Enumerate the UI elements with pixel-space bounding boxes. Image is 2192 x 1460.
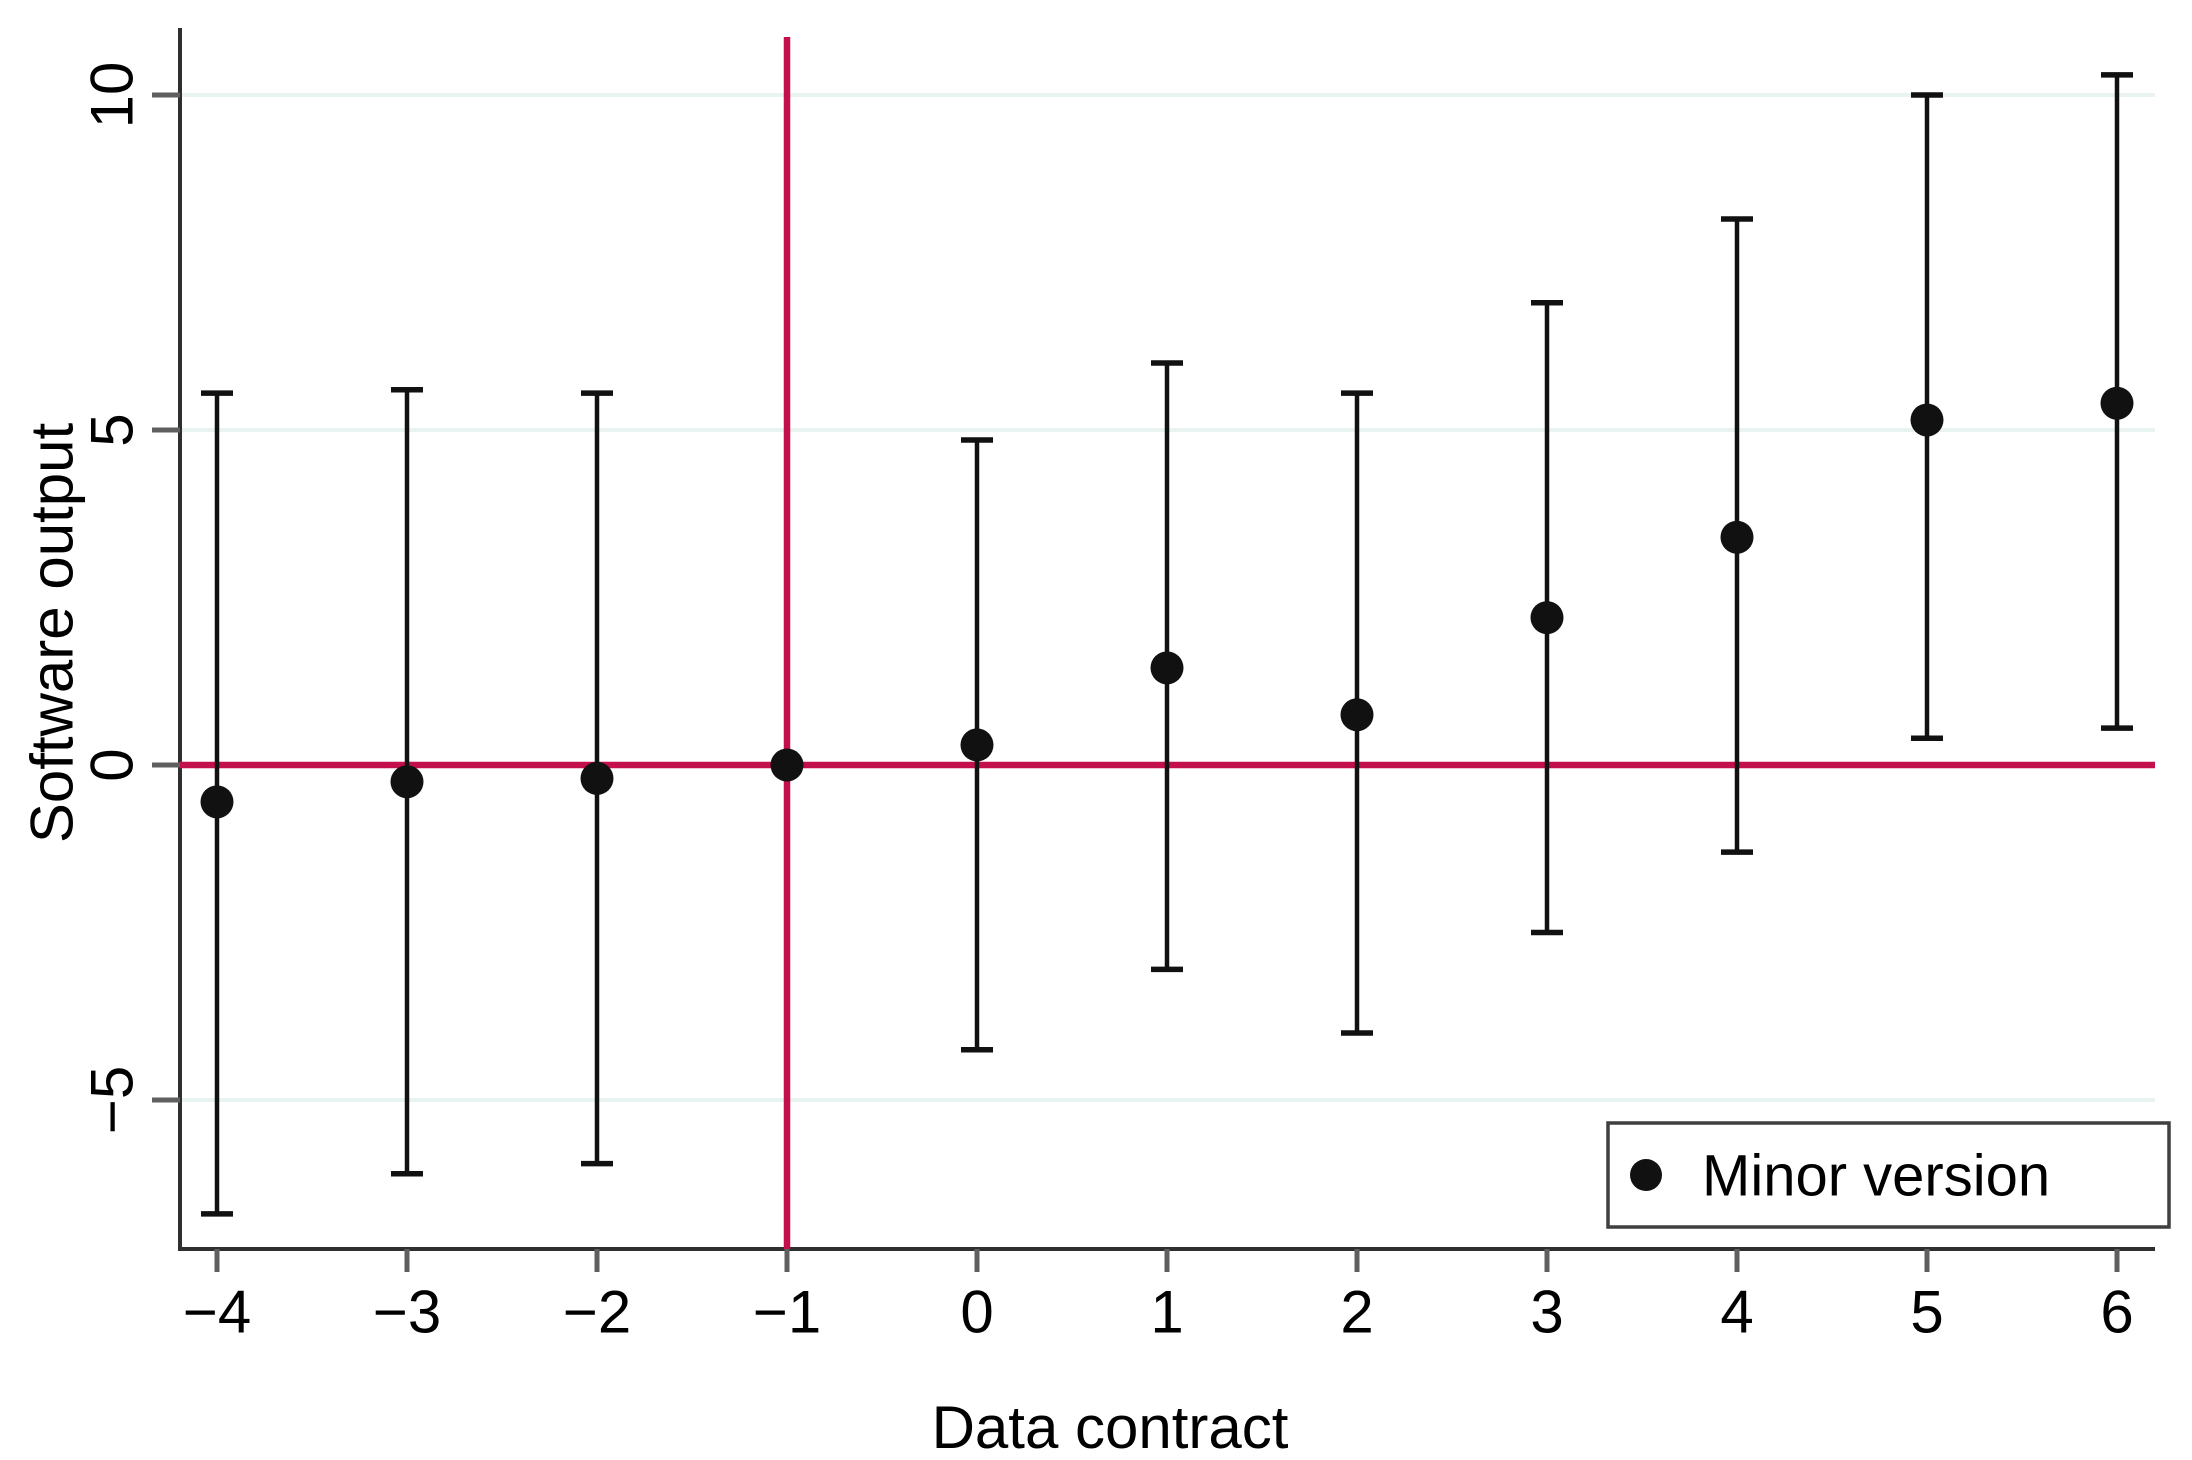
legend-marker-icon: [1630, 1159, 1662, 1191]
x-tick-label: −2: [563, 1279, 631, 1346]
data-point: [1530, 601, 1564, 635]
data-point: [2100, 386, 2134, 420]
y-tick-label: 0: [79, 748, 146, 781]
legend-entry-label: Minor version: [1702, 1144, 2050, 1209]
x-tick-label: 3: [1530, 1279, 1563, 1346]
x-tick-label: 0: [960, 1279, 993, 1346]
x-tick-layer: −4 −3 −2 −1 0 1 2 3 4 5 6: [183, 1249, 2134, 1346]
data-point: [1720, 520, 1754, 554]
x-tick-label: −1: [753, 1279, 821, 1346]
x-axis-title: Data contract: [932, 1394, 1289, 1455]
x-tick-label: 5: [1910, 1279, 1943, 1346]
data-point: [1150, 651, 1184, 685]
y-tick-label: 5: [79, 413, 146, 446]
axis-titles: Software output Data contract: [19, 423, 1289, 1460]
error-bar-layer: [201, 72, 2133, 1217]
data-point: [1340, 698, 1374, 732]
data-point: [1910, 403, 1944, 437]
x-tick-label: 6: [2100, 1279, 2133, 1346]
legend-box: [1606, 1121, 2171, 1229]
x-tick-label: 1: [1150, 1279, 1183, 1346]
data-point-layer: [200, 386, 2134, 819]
y-tick-layer: 10 5 0 −5: [79, 62, 180, 1134]
y-axis-title: Software output: [19, 423, 86, 844]
data-point: [200, 785, 234, 819]
data-point: [770, 748, 804, 782]
data-point: [390, 765, 424, 799]
x-tick-label: 2: [1340, 1279, 1373, 1346]
x-tick-label: 4: [1720, 1279, 1753, 1346]
data-point: [960, 728, 994, 762]
y-tick-label: 10: [79, 62, 146, 129]
x-tick-label: −4: [183, 1279, 251, 1346]
y-tick-label: −5: [79, 1066, 146, 1134]
x-tick-label: −3: [373, 1279, 441, 1346]
legend: Minor version: [1606, 1121, 2171, 1229]
data-point: [580, 761, 614, 795]
